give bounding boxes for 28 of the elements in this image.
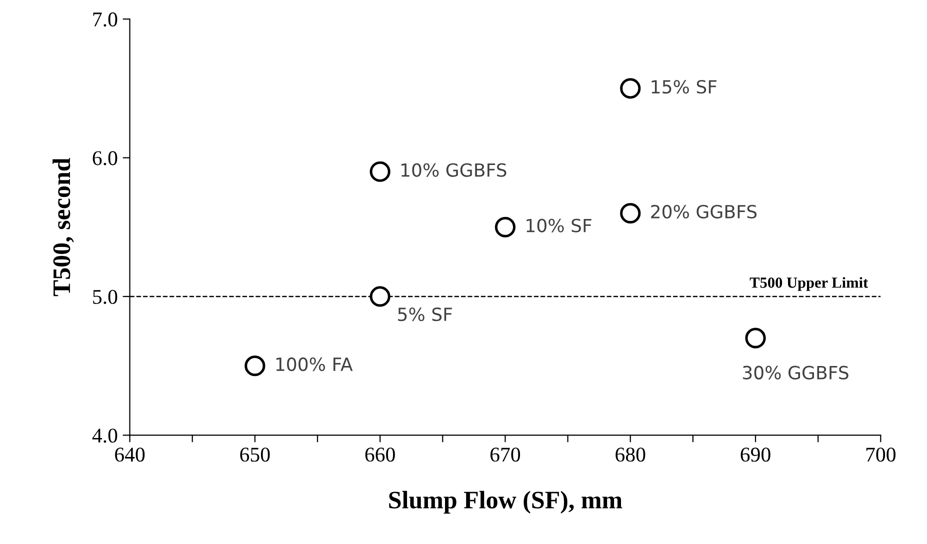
annotation: 100% FA xyxy=(276,357,353,372)
annotation: 20% GGBFS xyxy=(651,204,757,218)
y-tick-label: 4.0 xyxy=(92,428,118,443)
y-tick-label: 7.0 xyxy=(93,12,118,27)
x-tick-label: 690 xyxy=(740,448,770,462)
x-tick-label: 680 xyxy=(616,448,646,462)
point xyxy=(494,216,516,238)
annotation: 15% SF xyxy=(652,80,716,94)
point xyxy=(745,328,766,348)
point xyxy=(370,286,390,307)
y-tick-label: 6.0 xyxy=(92,151,118,166)
point xyxy=(244,356,266,376)
x-tick-label: 670 xyxy=(490,448,520,462)
annotation: 30% GGBFS xyxy=(742,366,848,380)
y-tick-label: 5.0 xyxy=(93,290,118,304)
x-tick-label: 660 xyxy=(365,448,395,462)
point xyxy=(370,161,390,182)
x-axis-title: Slump Flow (SF), mm xyxy=(389,490,622,514)
point xyxy=(620,202,641,224)
annotation: 5% SF xyxy=(398,308,452,322)
x-tick-label: 650 xyxy=(240,448,270,462)
annotation: 10% SF xyxy=(526,218,592,232)
y-axis-title: T500, second xyxy=(52,158,74,296)
ref-line-label: T500 Upper Limit xyxy=(750,277,868,291)
x-tick-label: 640 xyxy=(115,448,145,462)
x-tick-label: 700 xyxy=(866,448,896,462)
point xyxy=(620,78,641,99)
annotation: 10% GGBFS xyxy=(402,163,506,177)
